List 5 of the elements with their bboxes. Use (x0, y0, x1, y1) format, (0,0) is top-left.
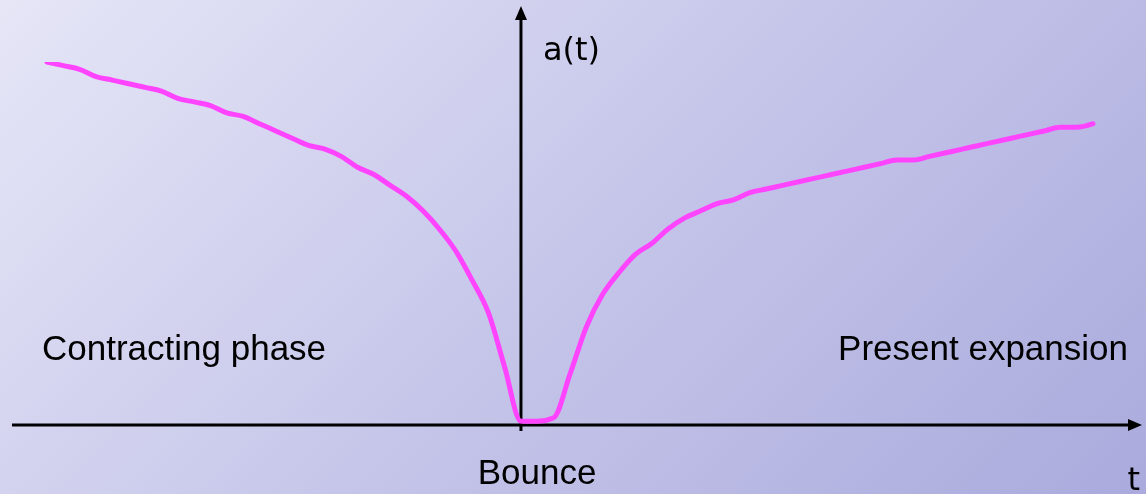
annotation: Contracting phase (42, 328, 327, 367)
text: Bounce (477, 452, 597, 491)
y-axis-title: a(t) (542, 30, 601, 68)
x-axis-title: t (1127, 460, 1140, 494)
annotation: Present expansion (838, 328, 1128, 367)
